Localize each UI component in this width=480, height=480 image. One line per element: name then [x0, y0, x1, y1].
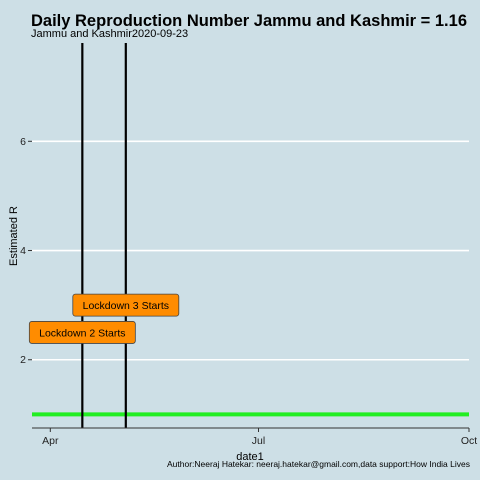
y-axis-label: Estimated R: [8, 206, 20, 266]
annotation-label: Lockdown 2 Starts: [39, 327, 125, 339]
annotation-box: [72, 293, 180, 317]
grid-layer: [32, 140, 469, 361]
annotation-box: [28, 321, 136, 344]
x-tick-label: Oct: [461, 435, 477, 447]
y-tick-label: 6: [20, 136, 26, 148]
chart-caption: Author:Neeraj Hatekar: neeraj.hatekar@gm…: [167, 459, 470, 469]
x-tick-label: Apr: [42, 435, 59, 447]
axis-layer: 2 4 6 Apr Jul Oct: [20, 136, 477, 447]
annotation-label: Lockdown 3 Starts: [83, 300, 169, 312]
x-tick-label: Jul: [252, 435, 265, 447]
chart-subtitle: Jammu and Kashmir2020-09-23: [31, 28, 188, 40]
y-tick-label: 2: [20, 354, 26, 366]
mark-layer: Lockdown 2 Starts Lockdown 3 Starts: [28, 43, 469, 428]
x-axis-label: date1: [236, 451, 264, 463]
chart-title: Daily Reproduction Number Jammu and Kash…: [31, 12, 467, 30]
y-tick-label: 4: [20, 245, 26, 257]
